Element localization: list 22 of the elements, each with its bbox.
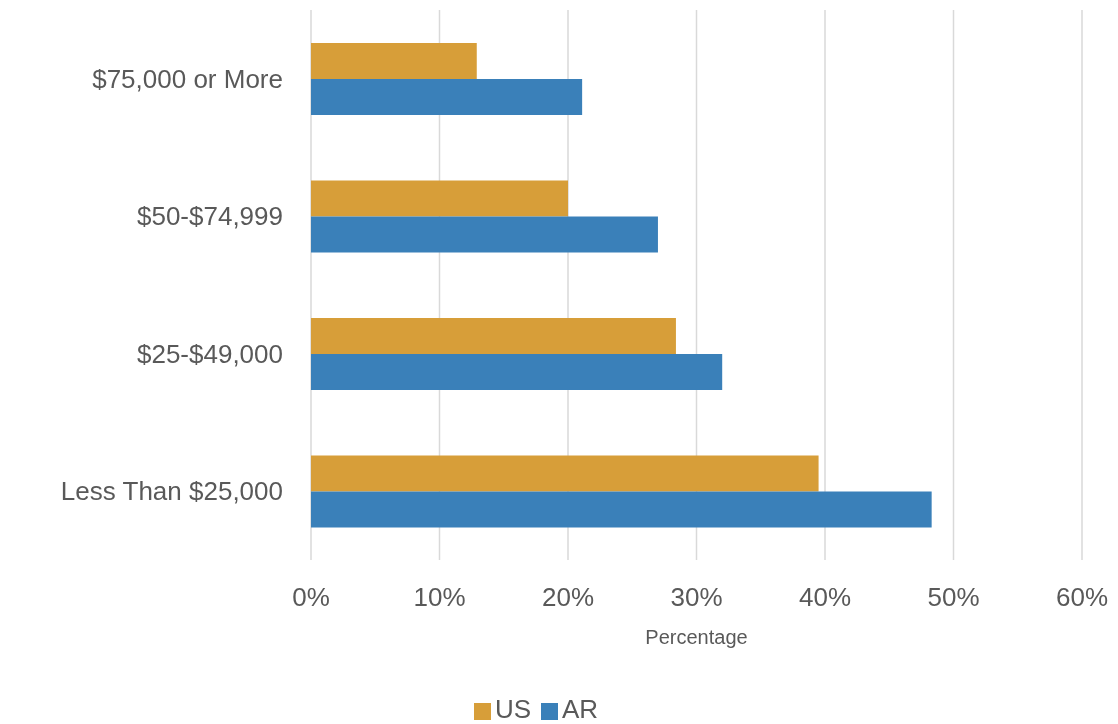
bar: [311, 79, 583, 115]
legend-label: US: [494, 694, 531, 724]
x-tick-label: 30%: [670, 582, 723, 613]
x-tick-label: 10%: [413, 582, 466, 613]
bar: [311, 43, 477, 79]
y-tick-label: $25-$49,000: [136, 338, 283, 369]
bar: [311, 318, 676, 354]
x-tick-label: 40%: [798, 582, 852, 613]
legend-label: AR: [562, 694, 599, 724]
x-tick-label: 60%: [1055, 582, 1109, 613]
bar: [311, 491, 932, 528]
x-tick-label: 20%: [541, 582, 595, 613]
x-axis-title: Percentage: [645, 626, 748, 648]
y-tick-label: $50-$74,999: [136, 201, 283, 232]
y-tick-label: $75,000 or More: [92, 63, 283, 94]
bar: [311, 354, 723, 390]
x-tick-label: 0%: [292, 582, 330, 613]
x-tick-label: 50%: [927, 582, 980, 613]
bar: [311, 455, 819, 492]
bar: [311, 180, 568, 217]
y-tick-label: Less Than $25,000: [60, 476, 283, 507]
bar: [311, 216, 658, 253]
